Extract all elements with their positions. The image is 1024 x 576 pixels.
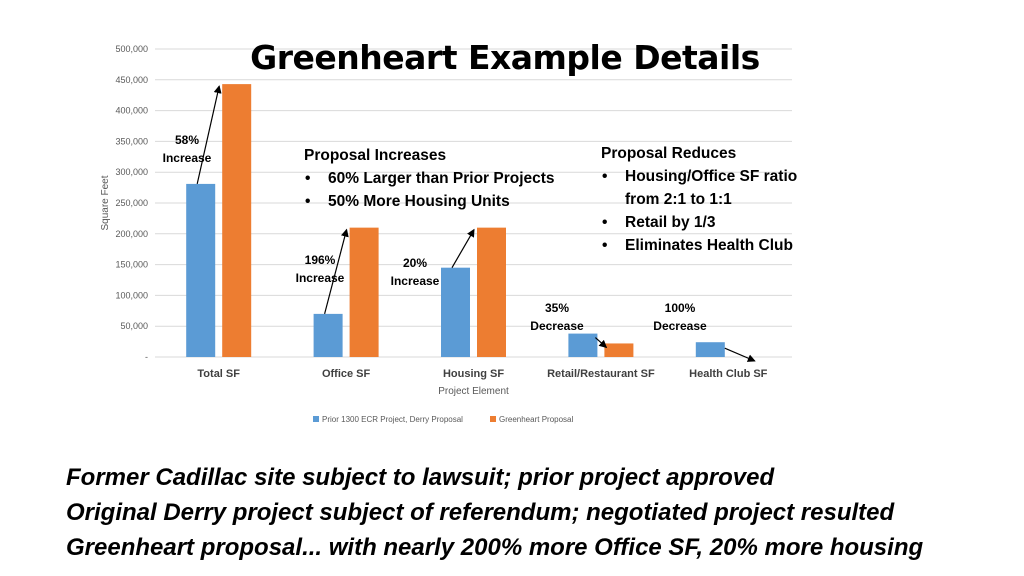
bullet-icon: • (602, 214, 607, 231)
bullet-icon: • (602, 168, 607, 185)
change-annotation: 100% (665, 301, 696, 315)
change-annotation: Decrease (653, 319, 707, 333)
y-tick-label: 250,000 (115, 198, 148, 208)
note-line: Former Cadillac site subject to lawsuit;… (66, 464, 775, 491)
box-item-text: 50% More Housing Units (328, 193, 510, 210)
proposal-reduces-box: Proposal Reduces • Housing/Office SF ratio… (601, 145, 797, 254)
bar-greenheart (477, 227, 506, 357)
box-item-text: 60% Larger than Prior Projects (328, 170, 555, 187)
change-arrow (594, 337, 608, 349)
bar-prior (695, 342, 725, 357)
change-annotation: 58% (175, 133, 199, 147)
x-tick-label: Office SF (322, 368, 371, 380)
bar-greenheart (349, 227, 379, 357)
y-tick-label: 400,000 (115, 106, 148, 116)
slide-notes: Former Cadillac site subject to lawsuit;… (66, 460, 1006, 565)
bar-chart: - 50,000 100,000 150,000 200,000 250,000 300,0… (100, 44, 797, 424)
y-tick-label: 300,000 (115, 167, 148, 177)
change-arrow (196, 85, 222, 185)
bullet-icon: • (602, 237, 607, 254)
change-annotation: Increase (391, 274, 440, 288)
box-item-text: Housing/Office SF ratio (625, 168, 797, 185)
bullet-icon: • (305, 193, 310, 210)
box-heading: Proposal Reduces (601, 145, 736, 162)
y-tick-label: - (145, 352, 148, 362)
change-annotation: 196% (305, 253, 336, 267)
bar-prior (568, 333, 598, 357)
y-tick-label: 450,000 (115, 75, 148, 85)
legend-swatch (490, 416, 496, 422)
x-tick-label: Total SF (197, 368, 240, 380)
bar-prior (441, 267, 470, 357)
y-axis-title: Square Feet (100, 175, 111, 230)
slide-title: Greenheart Example Details (250, 38, 760, 77)
x-tick-label: Housing SF (443, 368, 504, 380)
change-annotation: Increase (163, 151, 212, 165)
x-tick-label: Retail/Restaurant SF (547, 368, 655, 380)
x-axis-title: Project Element (438, 386, 509, 397)
y-tick-label: 500,000 (115, 44, 148, 54)
change-annotation: Decrease (530, 319, 584, 333)
box-heading: Proposal Increases (304, 147, 446, 164)
bullet-icon: • (305, 170, 310, 187)
bar-prior (186, 183, 216, 357)
y-tick-label: 200,000 (115, 229, 148, 239)
box-item-text: from 2:1 to 1:1 (625, 191, 732, 208)
box-item-text: Eliminates Health Club (625, 237, 793, 254)
note-line: Original Derry project subject of refere… (66, 499, 895, 526)
y-tick-label: 50,000 (120, 321, 148, 331)
y-tick-label: 100,000 (115, 290, 148, 300)
legend-label: Prior 1300 ECR Project, Derry Proposal (322, 415, 463, 424)
change-arrow (451, 228, 475, 268)
change-arrow (324, 228, 349, 315)
y-tick-label: 350,000 (115, 136, 148, 146)
change-annotation: Increase (296, 271, 345, 285)
bar-greenheart (604, 343, 634, 357)
bar-greenheart (222, 84, 252, 357)
y-tick-label: 150,000 (115, 260, 148, 270)
change-annotation: 20% (403, 256, 427, 270)
legend-label: Greenheart Proposal (499, 415, 573, 424)
bar-prior (313, 313, 343, 357)
chart-legend: Prior 1300 ECR Project, Derry Proposal Gr… (313, 415, 573, 424)
box-item-text: Retail by 1/3 (625, 214, 716, 231)
legend-swatch (313, 416, 319, 422)
x-tick-label: Health Club SF (689, 368, 768, 380)
change-annotation: 35% (545, 301, 569, 315)
note-line: Greenheart proposal... with nearly 200% … (66, 534, 924, 561)
change-arrow (724, 347, 756, 362)
proposal-increases-box: Proposal Increases • 60% Larger than Prior… (304, 147, 555, 210)
